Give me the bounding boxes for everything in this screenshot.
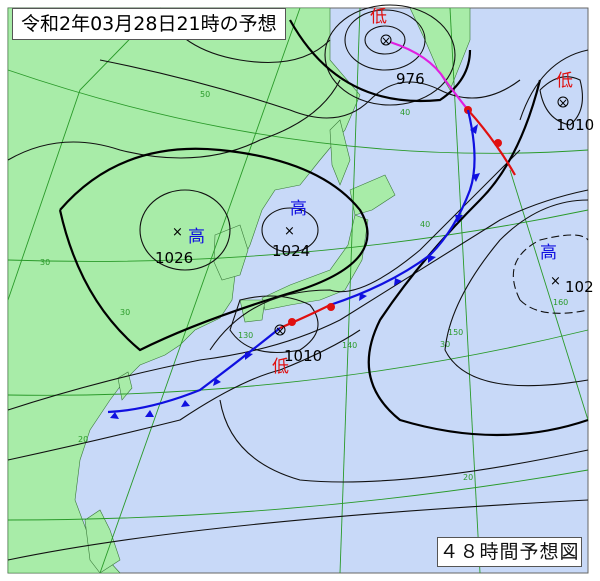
taiwan (117, 371, 133, 401)
cold-front-west (107, 327, 281, 414)
pressure-value: 102 (565, 278, 594, 296)
land-masses (7, 7, 471, 574)
pressure-value: 1010 (284, 347, 322, 365)
philippines (84, 509, 121, 574)
grid-label: 50 (200, 90, 210, 99)
pressure-value: 1026 (155, 249, 193, 267)
grid-label: 30 (440, 340, 450, 349)
high-pressure-1024: 高 × 1024 (272, 199, 310, 260)
fronts (107, 40, 516, 419)
center-x-icon: × (275, 324, 285, 338)
pressure-value: 1010 (556, 116, 594, 134)
korea-peninsula (213, 224, 249, 281)
grid-label: 160 (553, 298, 568, 307)
grid-label: 20 (463, 473, 473, 482)
warm-front-east (467, 109, 516, 176)
map-title: 令和2年03月28日21時の予想 (12, 8, 286, 40)
sakhalin (329, 119, 351, 186)
grid-label: 140 (342, 341, 357, 350)
grid-label: 30 (120, 308, 130, 317)
center-x-icon: × (284, 224, 295, 239)
pressure-value: 976 (396, 70, 425, 88)
isobars (7, 4, 589, 561)
center-x-icon: × (172, 225, 183, 240)
high-label: 高 (188, 227, 205, 247)
high-pressure-1026: 高 × 1026 (155, 225, 205, 267)
pressure-systems: 高 × 1026 高 × 1024 高 × 102 低 × 976 低 × 10… (155, 7, 594, 377)
grid-label: 30 (40, 258, 50, 267)
low-pressure-east: 低 × 1010 (556, 71, 594, 134)
hokkaido (349, 174, 396, 216)
low-pressure-976: 低 × 976 (370, 7, 425, 88)
low-pressure-1010: 低 × 1010 (272, 324, 322, 377)
grid-label: 150 (448, 328, 463, 337)
pressure-value: 1024 (272, 242, 310, 260)
center-x-icon: × (381, 34, 391, 48)
high-label: 高 (290, 199, 307, 219)
forecast-label: ４８時間予想図 (437, 537, 582, 567)
lat-lon-grid: 50 40 30 20 40 30 130 140 150 160 30 20 (7, 7, 589, 574)
grid-label: 40 (420, 220, 430, 229)
occluded-front (389, 40, 469, 111)
center-x-icon: × (550, 274, 561, 289)
grid-label: 20 (78, 435, 88, 444)
grid-label: 40 (400, 108, 410, 117)
low-label: 低 (370, 7, 387, 27)
cold-front (329, 109, 476, 307)
high-pressure-east: 高 × 102 (540, 243, 594, 296)
low-label: 低 (272, 357, 289, 377)
warm-front-south (279, 304, 331, 330)
low-label: 低 (556, 71, 573, 91)
honshu (261, 214, 369, 311)
center-x-icon: × (558, 96, 568, 110)
grid-label: 130 (238, 331, 253, 340)
high-label: 高 (540, 243, 557, 263)
